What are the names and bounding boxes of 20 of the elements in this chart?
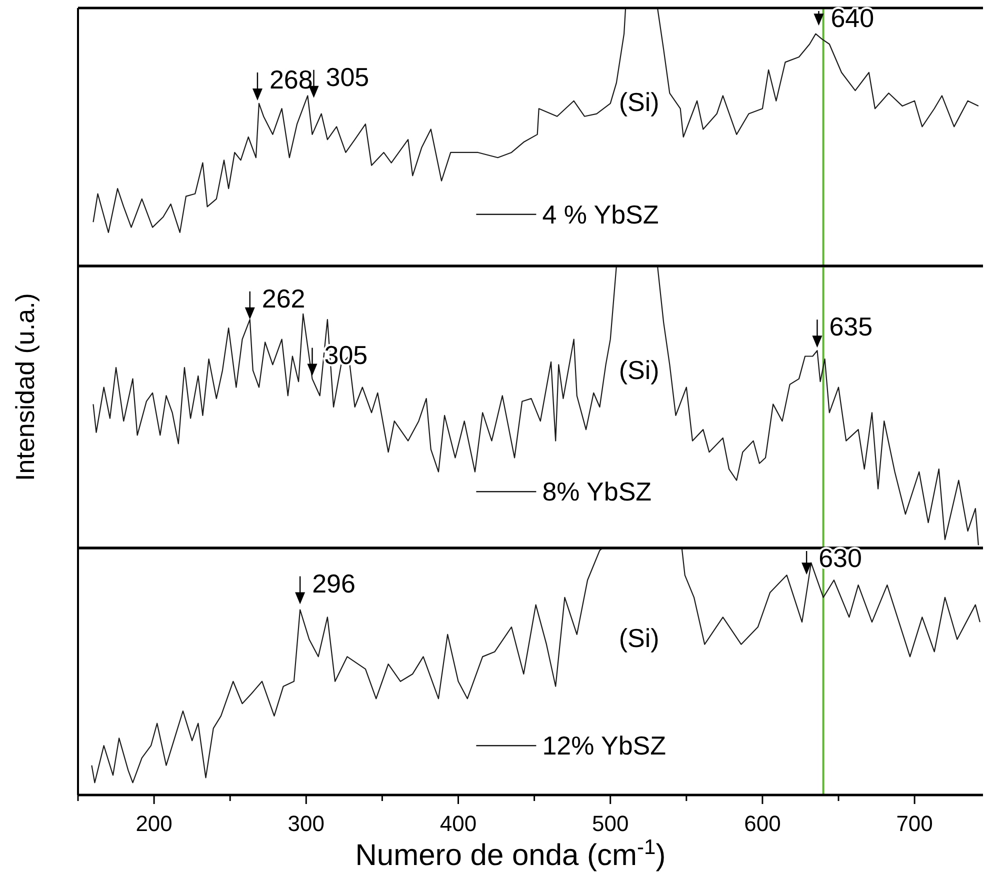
legend-label: 8% YbSZ	[542, 476, 652, 507]
legend-label: 12% YbSZ	[542, 730, 666, 761]
annotation: 305	[326, 62, 370, 92]
x-axis-title: Numero de onda (cm$^{-1}$)	[355, 836, 666, 872]
x-tick-label: 700	[896, 811, 933, 836]
x-tick-label: 500	[592, 811, 629, 836]
annotation: 296	[312, 568, 356, 598]
annotation: 635	[829, 312, 873, 342]
x-tick-label: 600	[744, 811, 781, 836]
annotation: 262	[262, 283, 306, 314]
annotation: 640	[830, 3, 874, 33]
annotation: (Si)	[618, 354, 660, 385]
annotation: 268	[269, 64, 313, 94]
y-axis-title: Intensidad (u.a.)	[10, 293, 40, 481]
x-tick-label: 200	[136, 811, 172, 836]
x-tick-label: 400	[440, 811, 477, 836]
annotation: (Si)	[618, 622, 660, 653]
legend-label: 4 % YbSZ	[542, 199, 659, 230]
annotation: (Si)	[618, 87, 660, 118]
x-tick-label: 300	[288, 811, 325, 836]
